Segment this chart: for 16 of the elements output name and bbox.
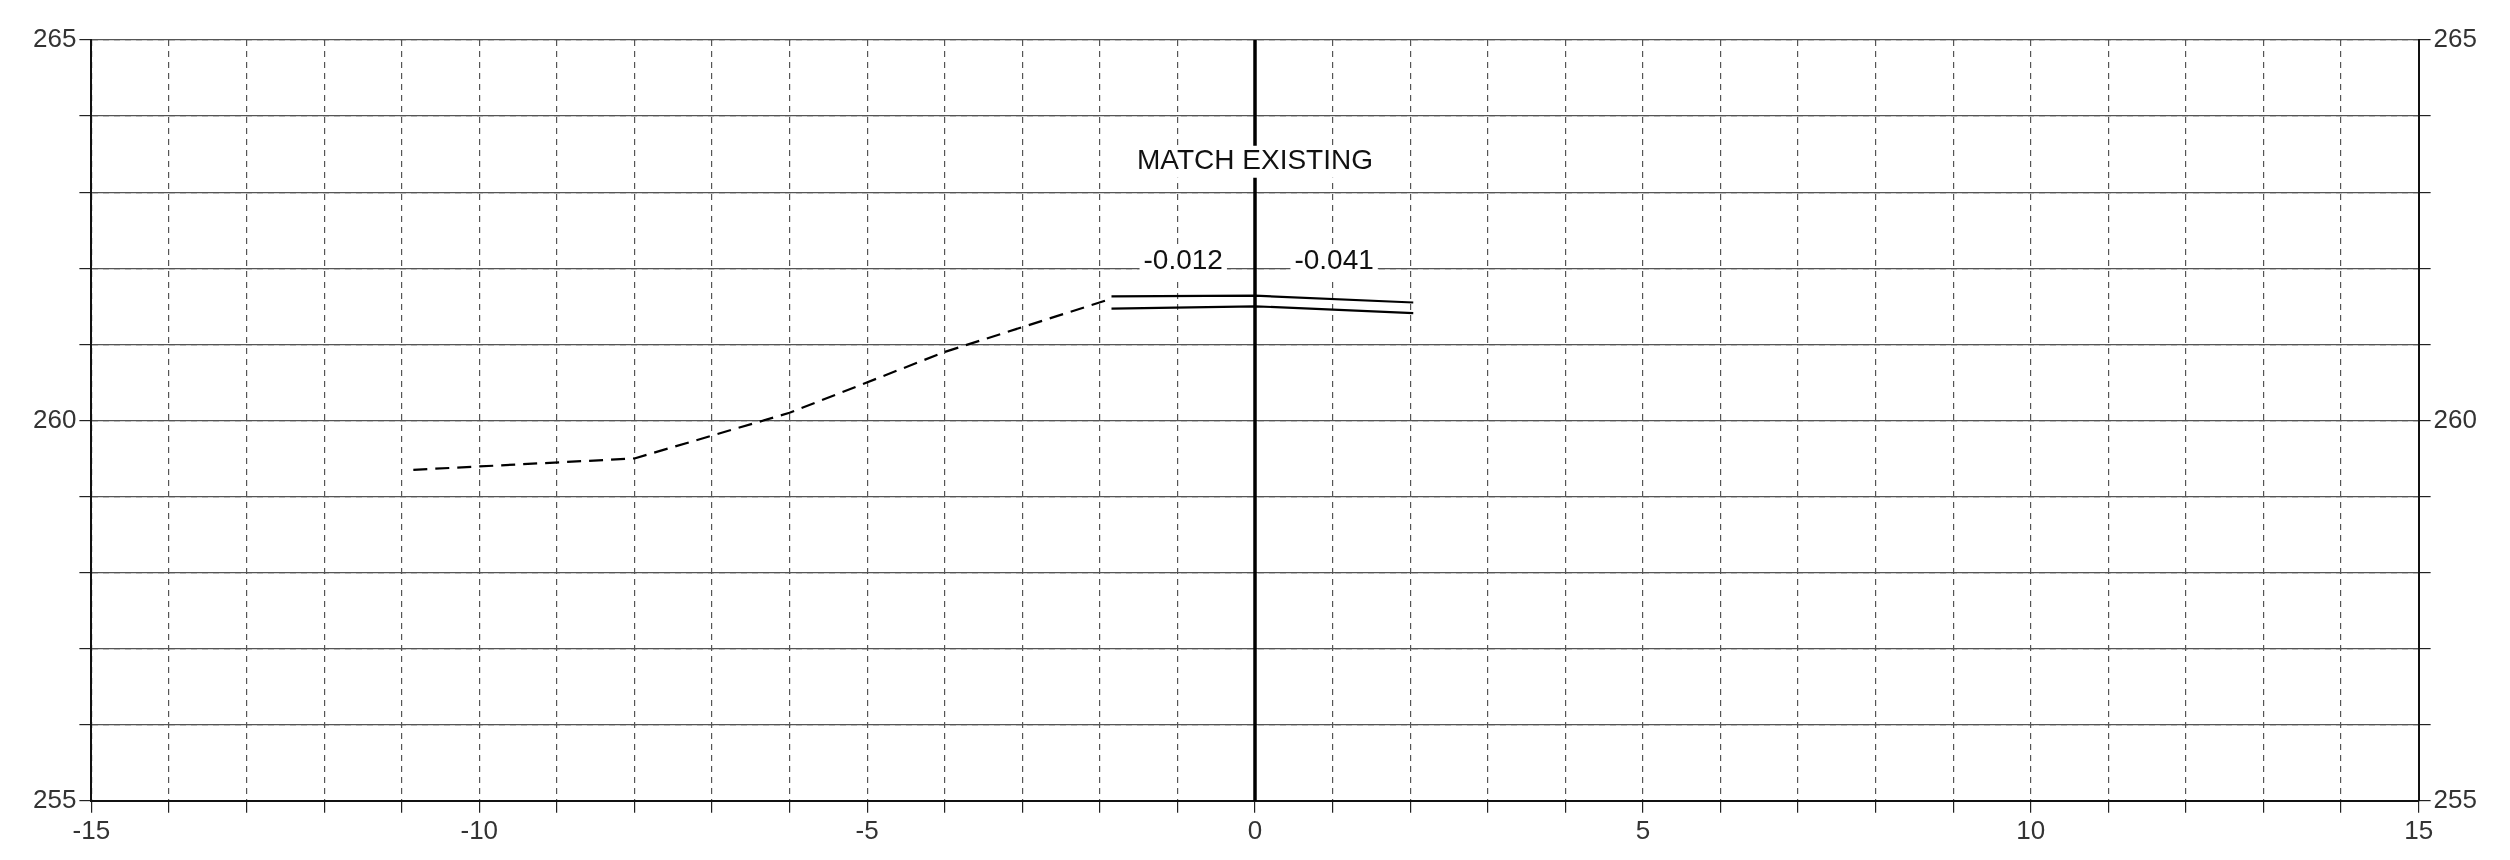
y2-tick-label: 260 bbox=[2433, 403, 2478, 434]
x-tick-label: -15 bbox=[72, 814, 111, 845]
x-tick-label: -5 bbox=[855, 814, 879, 845]
x-tick-label: 10 bbox=[2016, 814, 2046, 845]
annotation: -0.041 bbox=[1294, 244, 1374, 276]
x-tick-label: 5 bbox=[1635, 814, 1651, 845]
y2-tick-label: 265 bbox=[2433, 23, 2478, 54]
annotation: MATCH EXISTING bbox=[1137, 144, 1373, 176]
x-tick-label: 0 bbox=[1247, 814, 1263, 845]
y2-tick-label: 255 bbox=[2433, 783, 2478, 814]
x-tick-label: -10 bbox=[460, 814, 499, 845]
y-tick-label: 255 bbox=[32, 783, 77, 814]
x-tick-label: 15 bbox=[2404, 814, 2434, 845]
y-tick-label: 265 bbox=[32, 23, 77, 54]
y-tick-label: 260 bbox=[32, 403, 77, 434]
annotation: -0.012 bbox=[1143, 244, 1223, 276]
